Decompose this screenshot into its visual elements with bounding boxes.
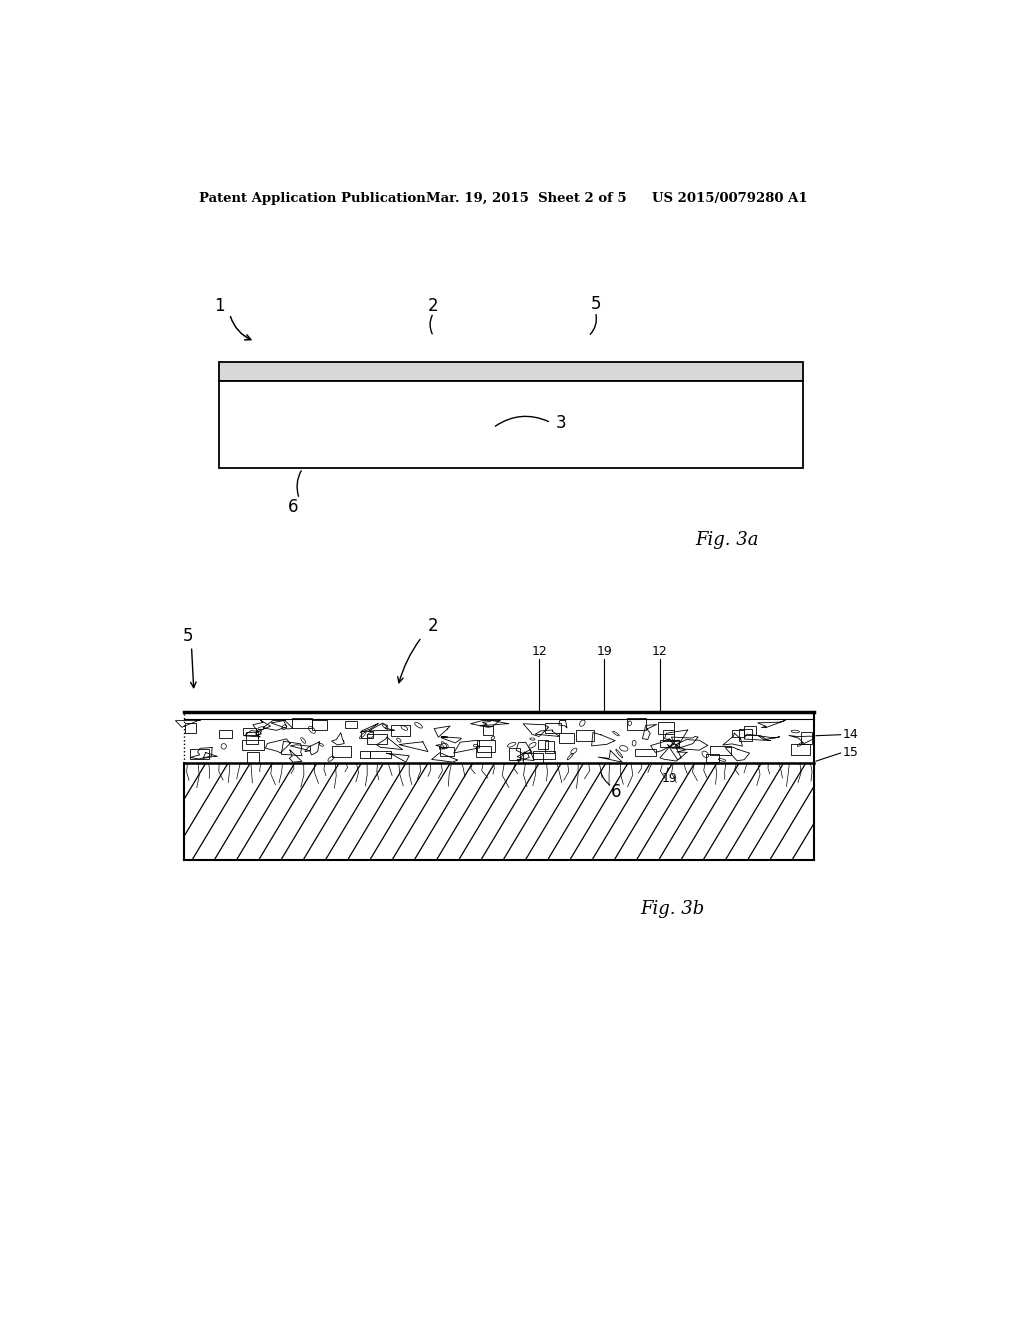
Text: 14: 14 <box>842 729 858 742</box>
Text: 2: 2 <box>428 616 439 635</box>
Bar <box>183 763 814 859</box>
Bar <box>371 751 391 758</box>
Text: 5: 5 <box>182 627 193 645</box>
Bar <box>243 729 256 735</box>
Bar <box>391 725 411 735</box>
Bar <box>248 752 259 763</box>
Text: Fig. 3a: Fig. 3a <box>695 532 759 549</box>
Bar <box>739 729 752 741</box>
Bar <box>732 730 744 737</box>
Bar <box>706 754 719 762</box>
Bar <box>710 746 731 755</box>
Bar <box>184 722 197 734</box>
Bar <box>658 722 675 734</box>
Bar <box>476 746 492 758</box>
Bar <box>292 718 311 729</box>
Bar <box>219 362 803 381</box>
Bar <box>482 726 494 735</box>
Bar <box>792 744 810 755</box>
Text: 12: 12 <box>652 645 668 659</box>
Text: 3: 3 <box>555 413 566 432</box>
Text: 19: 19 <box>662 772 677 785</box>
Bar <box>534 751 555 759</box>
Text: 1: 1 <box>214 297 224 314</box>
Bar <box>539 741 549 748</box>
Bar <box>575 730 594 741</box>
Bar <box>333 746 351 756</box>
Bar <box>243 741 263 750</box>
Bar <box>546 723 561 733</box>
Bar <box>627 718 646 730</box>
Bar <box>312 721 327 730</box>
Bar <box>660 741 679 747</box>
Bar <box>545 741 554 752</box>
Bar <box>361 731 373 738</box>
Bar <box>360 751 370 758</box>
Text: 6: 6 <box>610 783 622 801</box>
Text: 2: 2 <box>428 297 439 314</box>
Bar <box>440 747 455 755</box>
Bar <box>345 722 357 729</box>
Text: 15: 15 <box>842 747 858 759</box>
Bar <box>219 381 803 469</box>
Bar <box>559 734 574 743</box>
Bar <box>664 730 674 741</box>
Bar <box>743 726 756 735</box>
Text: Fig. 3b: Fig. 3b <box>640 900 705 919</box>
Text: US 2015/0079280 A1: US 2015/0079280 A1 <box>652 191 807 205</box>
Bar <box>218 730 231 738</box>
Bar <box>509 748 520 759</box>
Bar <box>523 752 543 763</box>
Bar <box>246 733 258 744</box>
Text: 19: 19 <box>596 645 612 659</box>
Bar <box>367 734 387 744</box>
Text: Patent Application Publication: Patent Application Publication <box>200 191 426 205</box>
Bar <box>635 748 655 756</box>
Text: 6: 6 <box>288 498 298 516</box>
Bar <box>477 741 496 752</box>
Text: 5: 5 <box>591 294 601 313</box>
Text: 12: 12 <box>531 645 547 659</box>
Bar <box>190 748 209 759</box>
Bar <box>183 719 814 763</box>
Text: Mar. 19, 2015  Sheet 2 of 5: Mar. 19, 2015 Sheet 2 of 5 <box>426 191 627 205</box>
Bar <box>801 733 812 744</box>
